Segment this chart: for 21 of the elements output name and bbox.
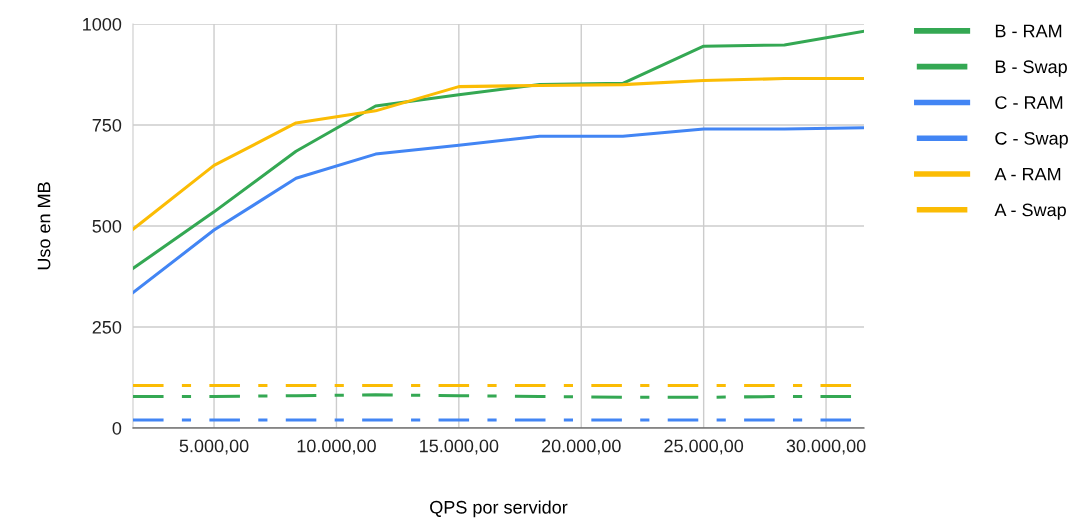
y-axis-title: Uso en MB [37, 182, 51, 270]
x-tick-label: 10.000,00 [297, 439, 376, 455]
legend-label: C - Swap [995, 131, 1068, 149]
y-tick-label: 1000 [83, 17, 122, 31]
line-series [133, 126, 864, 295]
x-axis-title: QPS por servidor [430, 500, 568, 518]
x-tick-label: 30.000,00 [786, 439, 866, 455]
legend-label: B - RAM [995, 24, 1062, 38]
x-tick-label: 20.000,00 [542, 439, 621, 455]
line-series [133, 77, 864, 231]
y-tick-label: 0 [112, 421, 122, 435]
x-tick-label: 25.000,00 [664, 439, 744, 455]
x-tick-label: 15.000,00 [420, 439, 499, 455]
x-tick-label: 5.000,00 [179, 439, 249, 455]
y-tick-label: 750 [92, 118, 122, 132]
legend-label: B - Swap [995, 60, 1067, 77]
legend-label: C - RAM [995, 96, 1063, 109]
legend-label: A - Swap [994, 203, 1066, 220]
legend-label: A - RAM [994, 167, 1061, 181]
y-tick-label: 250 [92, 320, 122, 334]
y-tick-label: 500 [92, 219, 122, 233]
